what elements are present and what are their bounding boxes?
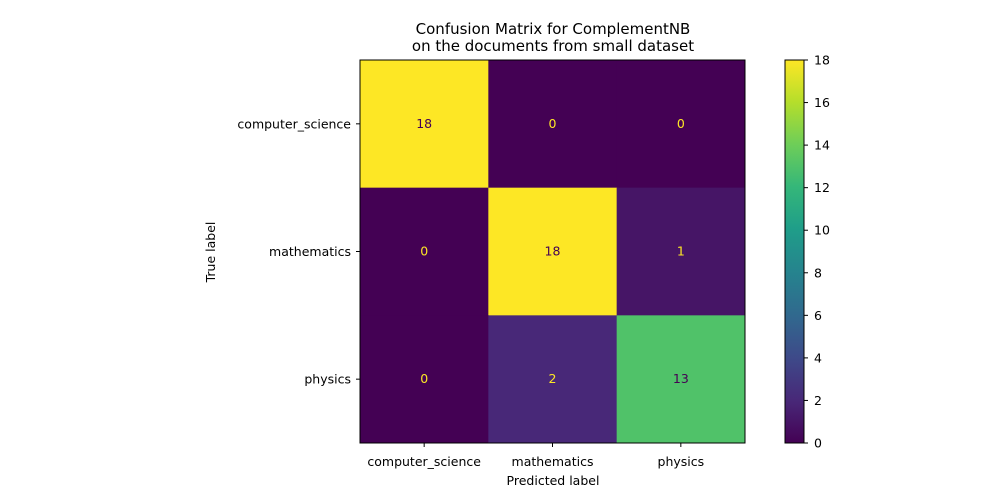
- x-axis-label: Predicted label: [507, 473, 600, 488]
- heatmap-cell: [488, 315, 618, 444]
- heatmap-cell-value: 18: [416, 116, 432, 131]
- heatmap-cell-value: 0: [677, 116, 685, 131]
- x-tick-label: mathematics: [512, 454, 594, 469]
- colorbar-tick-label: 0: [814, 436, 822, 451]
- y-tick-label: computer_science: [237, 116, 351, 131]
- heatmap-cell: [360, 187, 489, 316]
- heatmap-cell: [360, 315, 489, 444]
- heatmap-cells: [360, 60, 746, 444]
- x-tick-label: computer_science: [367, 454, 481, 469]
- colorbar-tick-label: 16: [814, 95, 830, 110]
- heatmap-cell: [488, 187, 618, 316]
- y-tick-label: mathematics: [269, 244, 351, 259]
- colorbar: [785, 60, 804, 443]
- heatmap-cell: [616, 315, 746, 444]
- x-axis-ticks: computer_science mathematics physics: [367, 443, 704, 469]
- colorbar-frame: [784, 59, 805, 444]
- heatmap-cell-value: 0: [420, 244, 428, 259]
- chart-title-line-2: on the documents from small dataset: [412, 37, 694, 55]
- y-tick-label: physics: [304, 372, 351, 387]
- heatmap-cell-value: 1: [677, 244, 685, 259]
- heatmap-cell-value: 2: [549, 371, 557, 386]
- y-axis-ticks: computer_science mathematics physics: [237, 116, 360, 387]
- colorbar-tick-label: 14: [814, 138, 830, 153]
- heatmap-cell-value: 0: [420, 371, 428, 386]
- heatmap-cell-labels: 18 0 00 18 10 2 13: [416, 116, 689, 386]
- colorbar-tick-label: 12: [814, 180, 830, 195]
- heatmap-cell-value: 18: [545, 244, 561, 259]
- y-axis-label: True label: [203, 222, 218, 284]
- heatmap-cell: [616, 60, 746, 189]
- heatmap-cell: [360, 60, 489, 189]
- colorbar-tick-label: 8: [814, 265, 822, 280]
- colorbar-tick-label: 10: [814, 223, 830, 238]
- heatmap-cell-value: 0: [549, 116, 557, 131]
- colorbar-tick-label: 2: [814, 393, 822, 408]
- colorbar-tick-label: 6: [814, 308, 822, 323]
- chart-title-line-1: Confusion Matrix for ComplementNB: [416, 20, 691, 38]
- heatmap-cell-value: 13: [673, 371, 689, 386]
- colorbar-tick-label: 18: [814, 53, 830, 68]
- colorbar-tick-label: 4: [814, 350, 822, 365]
- heatmap-cell: [488, 60, 618, 189]
- x-tick-label: physics: [658, 454, 705, 469]
- heatmap-cell: [616, 187, 746, 316]
- colorbar-ticks: 0 2 4 6 8 10 12 14 16 18: [804, 53, 830, 451]
